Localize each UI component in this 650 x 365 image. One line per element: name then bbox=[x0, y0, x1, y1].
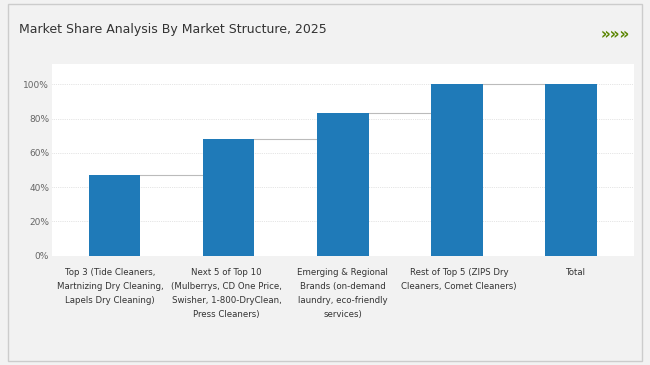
Text: Press Cleaners): Press Cleaners) bbox=[193, 310, 260, 319]
Bar bbox=[203, 139, 254, 256]
Text: Brands (on-demand: Brands (on-demand bbox=[300, 282, 385, 291]
Bar bbox=[545, 84, 597, 256]
Text: (Mulberrys, CD One Price,: (Mulberrys, CD One Price, bbox=[171, 282, 282, 291]
Text: Top 3 (Tide Cleaners,: Top 3 (Tide Cleaners, bbox=[65, 268, 155, 277]
Text: Total: Total bbox=[566, 268, 586, 277]
Text: services): services) bbox=[324, 310, 362, 319]
Text: Swisher, 1-800-DryClean,: Swisher, 1-800-DryClean, bbox=[172, 296, 281, 305]
Text: Rest of Top 5 (ZIPS Dry: Rest of Top 5 (ZIPS Dry bbox=[410, 268, 508, 277]
Bar bbox=[89, 175, 140, 256]
Text: Lapels Dry Cleaning): Lapels Dry Cleaning) bbox=[66, 296, 155, 305]
Text: laundry, eco-friendly: laundry, eco-friendly bbox=[298, 296, 387, 305]
Bar bbox=[432, 84, 482, 256]
Text: Market Share Analysis By Market Structure, 2025: Market Share Analysis By Market Structur… bbox=[20, 23, 327, 36]
Text: Emerging & Regional: Emerging & Regional bbox=[298, 268, 388, 277]
Text: Cleaners, Comet Cleaners): Cleaners, Comet Cleaners) bbox=[402, 282, 517, 291]
Text: »»»: »»» bbox=[601, 27, 630, 42]
Text: Martnizing Dry Cleaning,: Martnizing Dry Cleaning, bbox=[57, 282, 164, 291]
Bar bbox=[317, 114, 369, 256]
Text: Next 5 of Top 10: Next 5 of Top 10 bbox=[191, 268, 262, 277]
